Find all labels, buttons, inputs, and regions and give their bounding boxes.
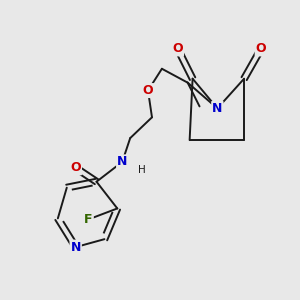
Text: O: O bbox=[256, 42, 266, 56]
Text: O: O bbox=[143, 84, 153, 97]
Text: O: O bbox=[70, 161, 81, 174]
Text: O: O bbox=[172, 42, 183, 56]
Text: H: H bbox=[138, 165, 146, 175]
Text: F: F bbox=[84, 213, 93, 226]
Text: N: N bbox=[70, 241, 81, 254]
Text: N: N bbox=[117, 155, 128, 168]
Text: N: N bbox=[212, 102, 223, 115]
